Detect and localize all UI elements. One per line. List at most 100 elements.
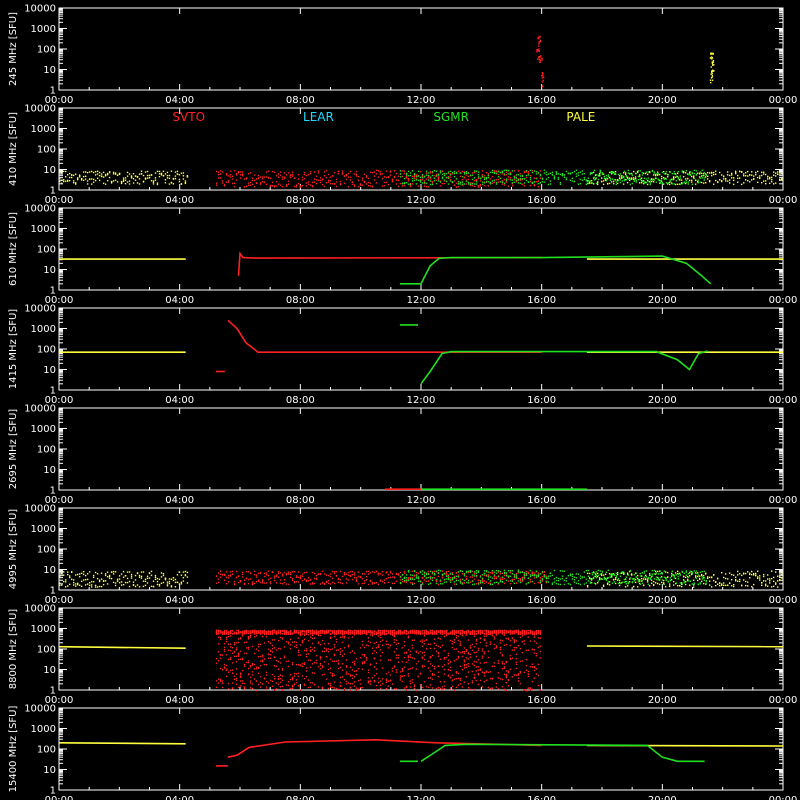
data-point xyxy=(321,581,324,584)
data-point xyxy=(279,579,282,581)
data-point xyxy=(303,630,306,632)
data-point xyxy=(237,632,240,634)
data-point xyxy=(648,585,651,587)
data-point xyxy=(711,63,714,65)
data-point xyxy=(215,182,218,184)
data-point xyxy=(267,631,270,633)
data-point xyxy=(359,631,362,633)
data-point xyxy=(595,574,598,576)
data-point xyxy=(257,656,260,658)
data-point xyxy=(517,173,520,176)
data-point xyxy=(645,181,648,184)
data-point xyxy=(287,583,290,586)
data-point xyxy=(533,183,536,186)
data-point xyxy=(423,185,426,187)
data-point xyxy=(263,575,266,578)
data-point xyxy=(477,171,480,173)
data-point xyxy=(86,171,89,174)
x-tick-label: 12:00 xyxy=(407,695,436,706)
data-point xyxy=(595,174,598,176)
data-point xyxy=(694,575,697,577)
data-point xyxy=(752,175,755,177)
data-point xyxy=(245,661,248,664)
data-point xyxy=(726,578,729,580)
data-point xyxy=(227,181,230,184)
data-point xyxy=(549,183,552,185)
series-line xyxy=(237,251,542,276)
data-point xyxy=(774,571,777,573)
data-point xyxy=(684,172,687,174)
data-point xyxy=(455,178,458,180)
data-point xyxy=(699,171,701,173)
data-point xyxy=(654,570,657,573)
data-point xyxy=(355,670,358,672)
data-point xyxy=(681,182,684,185)
data-point xyxy=(627,582,630,585)
data-point xyxy=(497,176,500,178)
data-point xyxy=(237,631,240,633)
data-point xyxy=(635,179,638,182)
data-point xyxy=(323,573,326,575)
data-point xyxy=(293,645,296,648)
data-point xyxy=(347,630,350,633)
data-point xyxy=(379,579,382,581)
data-point xyxy=(353,184,356,186)
data-point xyxy=(663,576,666,578)
data-point xyxy=(634,178,637,180)
data-point xyxy=(333,687,336,689)
data-point xyxy=(538,49,540,52)
data-point xyxy=(714,584,717,587)
data-point xyxy=(249,664,252,667)
data-point xyxy=(275,659,278,662)
data-point xyxy=(170,181,173,184)
data-point xyxy=(692,176,695,178)
data-point xyxy=(471,576,474,578)
data-point xyxy=(493,577,496,580)
data-point xyxy=(760,582,763,584)
data-point xyxy=(289,638,292,641)
data-point xyxy=(219,576,222,578)
data-point xyxy=(369,185,372,187)
data-point xyxy=(305,631,308,634)
data-point xyxy=(307,679,310,681)
data-point xyxy=(473,183,476,185)
data-point xyxy=(521,576,524,579)
data-point xyxy=(750,179,753,181)
data-point xyxy=(421,576,424,579)
data-point xyxy=(401,170,404,172)
data-point xyxy=(499,572,502,575)
data-point xyxy=(184,181,187,184)
data-point xyxy=(487,571,490,573)
data-point xyxy=(621,180,624,182)
data-point xyxy=(311,663,314,665)
data-point xyxy=(259,675,262,678)
data-point xyxy=(158,175,161,178)
data-point xyxy=(100,173,103,175)
data-point xyxy=(607,175,610,178)
data-point xyxy=(565,178,568,181)
data-point xyxy=(375,582,378,584)
data-point xyxy=(74,173,77,175)
data-point xyxy=(623,581,626,583)
data-point xyxy=(617,578,620,581)
data-point xyxy=(134,579,137,581)
data-point xyxy=(279,686,282,688)
data-point xyxy=(716,181,719,183)
data-point xyxy=(559,583,562,586)
data-point xyxy=(64,579,67,581)
data-point xyxy=(538,57,541,59)
data-point xyxy=(341,641,344,644)
data-point xyxy=(291,175,294,177)
data-point xyxy=(263,630,266,632)
data-point xyxy=(217,651,220,653)
data-point xyxy=(652,583,655,586)
data-point xyxy=(285,174,288,176)
data-point xyxy=(247,630,250,632)
data-point xyxy=(355,631,358,633)
data-point xyxy=(393,170,396,172)
data-point xyxy=(542,85,544,88)
data-point xyxy=(437,178,440,180)
data-point xyxy=(140,170,143,172)
data-point xyxy=(768,182,771,185)
